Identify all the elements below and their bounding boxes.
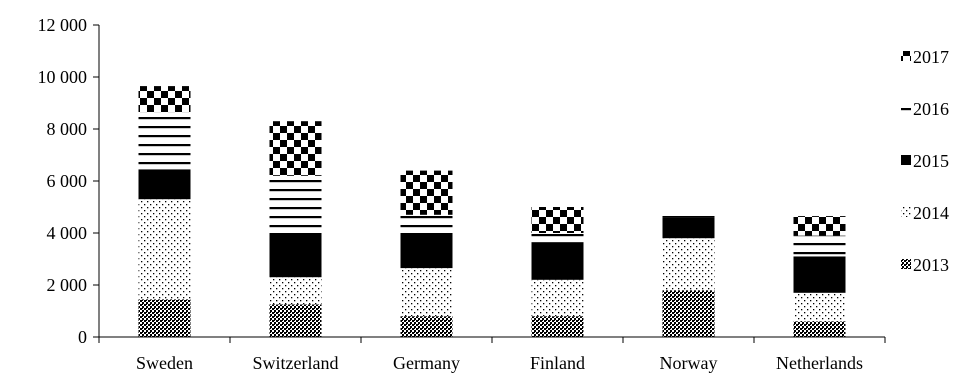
y-tick-label: 8 000 (47, 119, 88, 139)
x-tick-label: Norway (660, 353, 718, 373)
legend-swatch-2017 (901, 51, 911, 61)
bar-segment-2015-sweden (138, 169, 191, 200)
y-tick-label: 0 (78, 327, 87, 347)
x-tick-label: Germany (393, 353, 460, 373)
bar-segment-2013-finland (531, 316, 584, 337)
y-tick-label: 12 000 (38, 15, 88, 35)
y-tick-label: 6 000 (47, 171, 88, 191)
bar-segment-2016-norway (662, 210, 715, 218)
x-tick-label: Switzerland (253, 353, 339, 373)
bar-segment-2013-switzerland (269, 304, 322, 337)
bar-segment-2014-netherlands (793, 292, 846, 322)
bar-segment-2017-germany (400, 170, 453, 215)
legend: 2017 2016 2015 2014 2013 (901, 47, 949, 275)
legend-swatch-2016 (901, 103, 911, 113)
x-tick-label: Netherlands (776, 353, 863, 373)
legend-label-2013: 2013 (913, 255, 949, 275)
bar-segment-2016-germany (400, 214, 453, 233)
legend-label-2017: 2017 (913, 47, 949, 67)
y-tick-label: 4 000 (47, 223, 88, 243)
legend-swatch-2014 (901, 207, 911, 217)
x-tick-label: Finland (530, 353, 585, 373)
bar-segment-2015-norway (662, 217, 715, 239)
bars (138, 86, 846, 337)
bar-segment-2016-switzerland (269, 175, 322, 233)
legend-label-2014: 2014 (913, 203, 949, 223)
y-tick-label: 10 000 (38, 67, 88, 87)
bar-segment-2014-norway (662, 238, 715, 291)
legend-label-2016: 2016 (913, 99, 949, 119)
legend-swatch-2013 (901, 259, 911, 269)
bar-segment-2013-sweden (138, 299, 191, 337)
bar-segment-2017-switzerland (269, 121, 322, 176)
bar-segment-2017-finland (531, 207, 584, 233)
bar-segment-2015-netherlands (793, 256, 846, 293)
bar-segment-2015-finland (531, 242, 584, 280)
bar-segment-2014-germany (400, 268, 453, 317)
bar-segment-2014-sweden (138, 199, 191, 300)
bar-segment-2016-finland (531, 233, 584, 243)
bar-segment-2013-germany (400, 316, 453, 337)
bar-segment-2015-switzerland (269, 233, 322, 278)
legend-swatch-2015 (901, 155, 911, 165)
bar-segment-2016-netherlands (793, 235, 846, 257)
x-axis: Sweden Switzerland Germany Finland Norway Net… (98, 336, 886, 373)
legend-label-2015: 2015 (913, 151, 949, 171)
bar-segment-2015-germany (400, 233, 453, 269)
y-tick-label: 2 000 (47, 275, 88, 295)
bar-segment-2014-switzerland (269, 277, 322, 305)
bar-segment-2017-sweden (138, 86, 191, 113)
bar-segment-2016-sweden (138, 112, 191, 170)
x-tick-label: Sweden (136, 353, 193, 373)
y-axis: 0 2 000 4 000 6 000 8 000 10 000 12 000 (38, 15, 100, 347)
bar-segment-2017-netherlands (793, 216, 846, 236)
bar-segment-2013-norway (662, 290, 715, 337)
bar-segment-2013-netherlands (793, 321, 846, 337)
bar-segment-2014-finland (531, 279, 584, 317)
